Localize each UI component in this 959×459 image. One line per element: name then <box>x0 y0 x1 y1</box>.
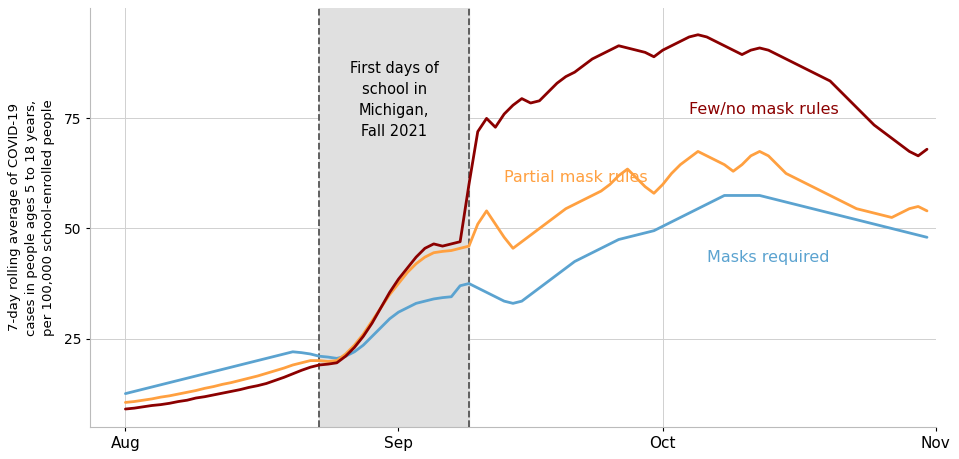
Text: Partial mask rules: Partial mask rules <box>504 170 648 185</box>
Text: Few/no mask rules: Few/no mask rules <box>690 102 839 117</box>
Text: First days of
school in
Michigan,
Fall 2021: First days of school in Michigan, Fall 2… <box>350 61 438 139</box>
Bar <box>319 8 469 426</box>
Y-axis label: 7-day rolling average of COVID-19
cases in people ages 5 to 18 years,
per 100,00: 7-day rolling average of COVID-19 cases … <box>9 99 56 336</box>
Text: Masks required: Masks required <box>707 250 830 265</box>
